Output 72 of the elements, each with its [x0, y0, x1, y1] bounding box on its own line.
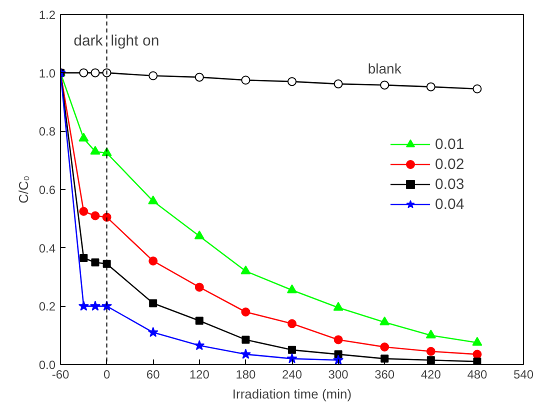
point — [426, 356, 435, 364]
x-tick-label: 300 — [328, 368, 349, 382]
y-axis-title: C/C₀ — [16, 176, 31, 204]
point — [149, 299, 158, 308]
point — [148, 326, 158, 337]
point — [333, 302, 344, 311]
series-label: blank — [368, 60, 402, 76]
point — [102, 68, 112, 78]
y-tick-label: 0.4 — [38, 241, 56, 256]
y-tick-label: 1.0 — [38, 66, 56, 80]
point — [333, 354, 344, 364]
legend-label: 0.02 — [435, 156, 464, 172]
y-tick-label: 1.2 — [38, 8, 56, 22]
annotation: light on — [110, 32, 160, 50]
point — [148, 256, 158, 266]
y-tick-label: 0.6 — [38, 183, 56, 197]
point — [288, 346, 296, 354]
point — [334, 79, 343, 88]
point — [334, 335, 343, 344]
point — [194, 282, 204, 292]
point — [78, 300, 89, 311]
x-tick-label: 360 — [374, 368, 395, 382]
x-tick-label: 0 — [103, 368, 110, 382]
legend-label: 0.04 — [435, 196, 464, 212]
point — [79, 206, 88, 216]
point — [472, 350, 482, 359]
point — [286, 353, 298, 364]
point — [241, 76, 250, 85]
point — [240, 348, 251, 359]
point — [472, 84, 482, 94]
point — [242, 336, 250, 344]
point — [90, 146, 100, 155]
point — [240, 265, 251, 274]
point — [287, 284, 297, 294]
point — [194, 230, 204, 240]
point — [241, 308, 250, 316]
point — [80, 254, 88, 262]
y-tick-label: 0.8 — [38, 124, 56, 139]
point — [380, 354, 389, 363]
x-tick-label: 120 — [189, 368, 210, 382]
point — [380, 80, 390, 90]
x-tick-label: 60 — [146, 368, 160, 382]
point — [148, 195, 158, 204]
x-tick-label: 480 — [467, 368, 488, 382]
annotation: dark — [74, 32, 104, 50]
x-tick-label: 240 — [282, 368, 302, 382]
point — [90, 211, 100, 220]
point — [426, 346, 436, 356]
y-tick-label: 0.2 — [38, 300, 56, 314]
point — [288, 319, 296, 328]
point — [288, 77, 296, 86]
x-tick-label: 420 — [420, 368, 442, 382]
point — [426, 330, 436, 338]
point — [90, 300, 100, 311]
point — [90, 68, 100, 78]
point — [78, 132, 89, 142]
point — [148, 71, 158, 80]
point — [195, 316, 204, 325]
point — [472, 336, 482, 346]
legend-label: 0.03 — [435, 176, 464, 192]
point — [79, 68, 88, 78]
legend-label: 0.01 — [435, 136, 464, 152]
x-tick-label: 180 — [236, 368, 256, 382]
point — [194, 340, 205, 350]
point — [426, 82, 436, 92]
point — [380, 342, 390, 352]
x-axis-title: Irradiation time (min) — [232, 386, 352, 402]
point — [194, 72, 204, 82]
point — [102, 260, 111, 268]
point — [91, 258, 100, 266]
x-tick-label: 540 — [513, 368, 534, 382]
point — [380, 316, 390, 326]
